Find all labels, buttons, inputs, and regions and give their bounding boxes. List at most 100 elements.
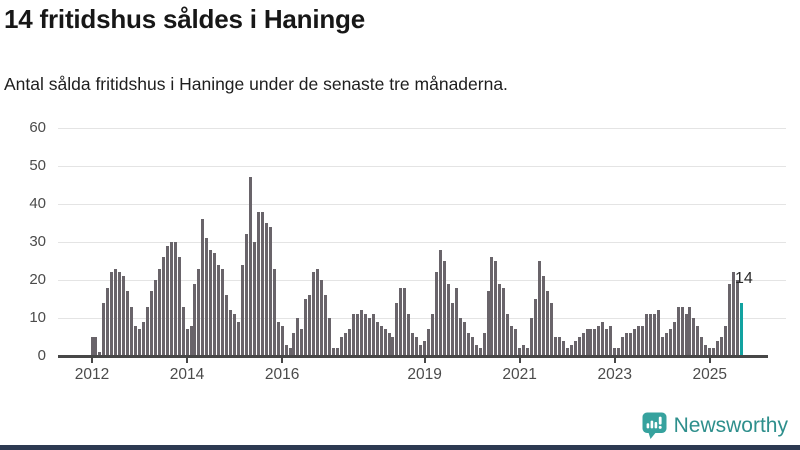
x-axis-tick-2023 — [613, 358, 616, 363]
bar-2021-08 — [545, 291, 549, 356]
x-axis-tick-2021 — [518, 358, 521, 363]
x-axis-tick-2025 — [708, 358, 711, 363]
bar-2021-01 — [518, 348, 522, 356]
bar-2020-08 — [498, 283, 502, 356]
bar-2023-02 — [617, 348, 621, 356]
bar-2019-04 — [435, 272, 439, 356]
bar-2023-12 — [656, 310, 660, 356]
bar-2024-04 — [672, 321, 676, 356]
bar-2019-11 — [462, 321, 466, 356]
bar-2025-03 — [716, 340, 720, 356]
bar-2024-06 — [680, 306, 684, 356]
bar-2016-04 — [292, 333, 296, 356]
bar-2014-02 — [189, 325, 193, 356]
bar-2016-02 — [284, 344, 288, 356]
bar-2012-02 — [94, 337, 98, 356]
bar-2016-11 — [320, 280, 324, 356]
bar-2018-11 — [415, 337, 419, 356]
bar-2012-10 — [126, 291, 130, 356]
bar-2021-03 — [526, 348, 530, 356]
bar-2023-08 — [640, 325, 644, 356]
bar-2014-06 — [205, 238, 209, 356]
bar-2012-08 — [118, 272, 122, 356]
newsworthy-logo[interactable]: Newsworthy — [642, 412, 788, 439]
y-axis-tick-label: 60 — [29, 119, 46, 136]
bar-2017-09 — [359, 310, 363, 356]
bar-2022-01 — [565, 348, 569, 356]
bar-2016-06 — [300, 329, 304, 356]
bar-2020-06 — [490, 257, 494, 356]
bar-2022-09 — [597, 325, 601, 356]
highlight-value-label: 14 — [735, 270, 753, 287]
bar-2023-04 — [625, 333, 629, 356]
bar-2025-05 — [724, 325, 728, 356]
bar-2019-10 — [458, 318, 462, 356]
bar-2021-05 — [534, 299, 538, 356]
bar-2023-11 — [652, 314, 656, 356]
bar-2014-01 — [185, 329, 189, 356]
bar-2015-12 — [276, 321, 280, 356]
bar-2020-11 — [510, 325, 514, 356]
bar-2022-11 — [605, 329, 609, 356]
bar-2016-05 — [296, 318, 300, 356]
bar-2019-07 — [446, 283, 450, 356]
bar-2013-10 — [173, 242, 177, 356]
bar-2018-04 — [387, 333, 391, 356]
bar-2025-01 — [708, 348, 712, 356]
bar-2014-12 — [229, 310, 233, 356]
x-axis-tick-label: 2016 — [264, 366, 300, 383]
bar-2023-07 — [636, 325, 640, 356]
bar-2013-03 — [145, 306, 149, 356]
bar-2012-06 — [110, 272, 114, 356]
footer-accent-bar — [0, 445, 800, 450]
bar-2024-10 — [696, 325, 700, 356]
bar-2018-10 — [411, 333, 415, 356]
bar-2013-12 — [181, 306, 185, 356]
bar-2015-06 — [252, 242, 256, 356]
bar-2015-02 — [237, 321, 241, 356]
bar-2012-07 — [114, 268, 118, 356]
bar-2021-02 — [522, 344, 526, 356]
bar-2021-09 — [549, 302, 553, 356]
bar-2019-06 — [442, 261, 446, 356]
y-axis-tick-label: 50 — [29, 157, 46, 174]
bar-2015-04 — [244, 234, 248, 356]
bar-2024-07 — [684, 314, 688, 356]
bar-2014-08 — [213, 253, 217, 356]
bar-2024-12 — [704, 344, 708, 356]
bar-2016-01 — [280, 325, 284, 356]
bar-2012-12 — [134, 325, 138, 356]
bar-2022-08 — [593, 329, 597, 356]
bar-2020-10 — [506, 314, 510, 356]
bar-2021-07 — [541, 276, 545, 356]
y-axis-tick-label: 20 — [29, 271, 46, 288]
bar-2022-02 — [569, 344, 573, 356]
bar-2022-04 — [577, 337, 581, 356]
bar-2014-11 — [225, 295, 229, 356]
bar-2022-12 — [609, 325, 613, 356]
bar-2021-11 — [557, 337, 561, 356]
y-axis-tick-label: 30 — [29, 233, 46, 250]
bar-2024-11 — [700, 337, 704, 356]
bar-2017-11 — [367, 318, 371, 356]
bar-2015-05 — [248, 177, 252, 356]
bar-2015-01 — [233, 314, 237, 356]
bar-2023-10 — [648, 314, 652, 356]
x-axis-tick-label: 2021 — [502, 366, 537, 383]
y-axis-tick-label: 40 — [29, 195, 46, 212]
bar-2019-05 — [438, 249, 442, 356]
x-axis-tick-2012 — [91, 358, 93, 363]
bar-2013-08 — [165, 245, 169, 356]
gridline-y40 — [58, 204, 786, 205]
bar-2025-06 — [728, 283, 732, 356]
x-axis-tick-label: 2014 — [169, 366, 205, 383]
bar-2017-02 — [332, 348, 336, 356]
bar-2020-01 — [470, 337, 474, 356]
bar-2024-02 — [664, 333, 668, 356]
bar-2015-03 — [240, 264, 244, 356]
bar-2017-10 — [363, 314, 367, 356]
y-axis-tick-label: 0 — [37, 347, 46, 364]
gridline-y10 — [58, 318, 786, 319]
